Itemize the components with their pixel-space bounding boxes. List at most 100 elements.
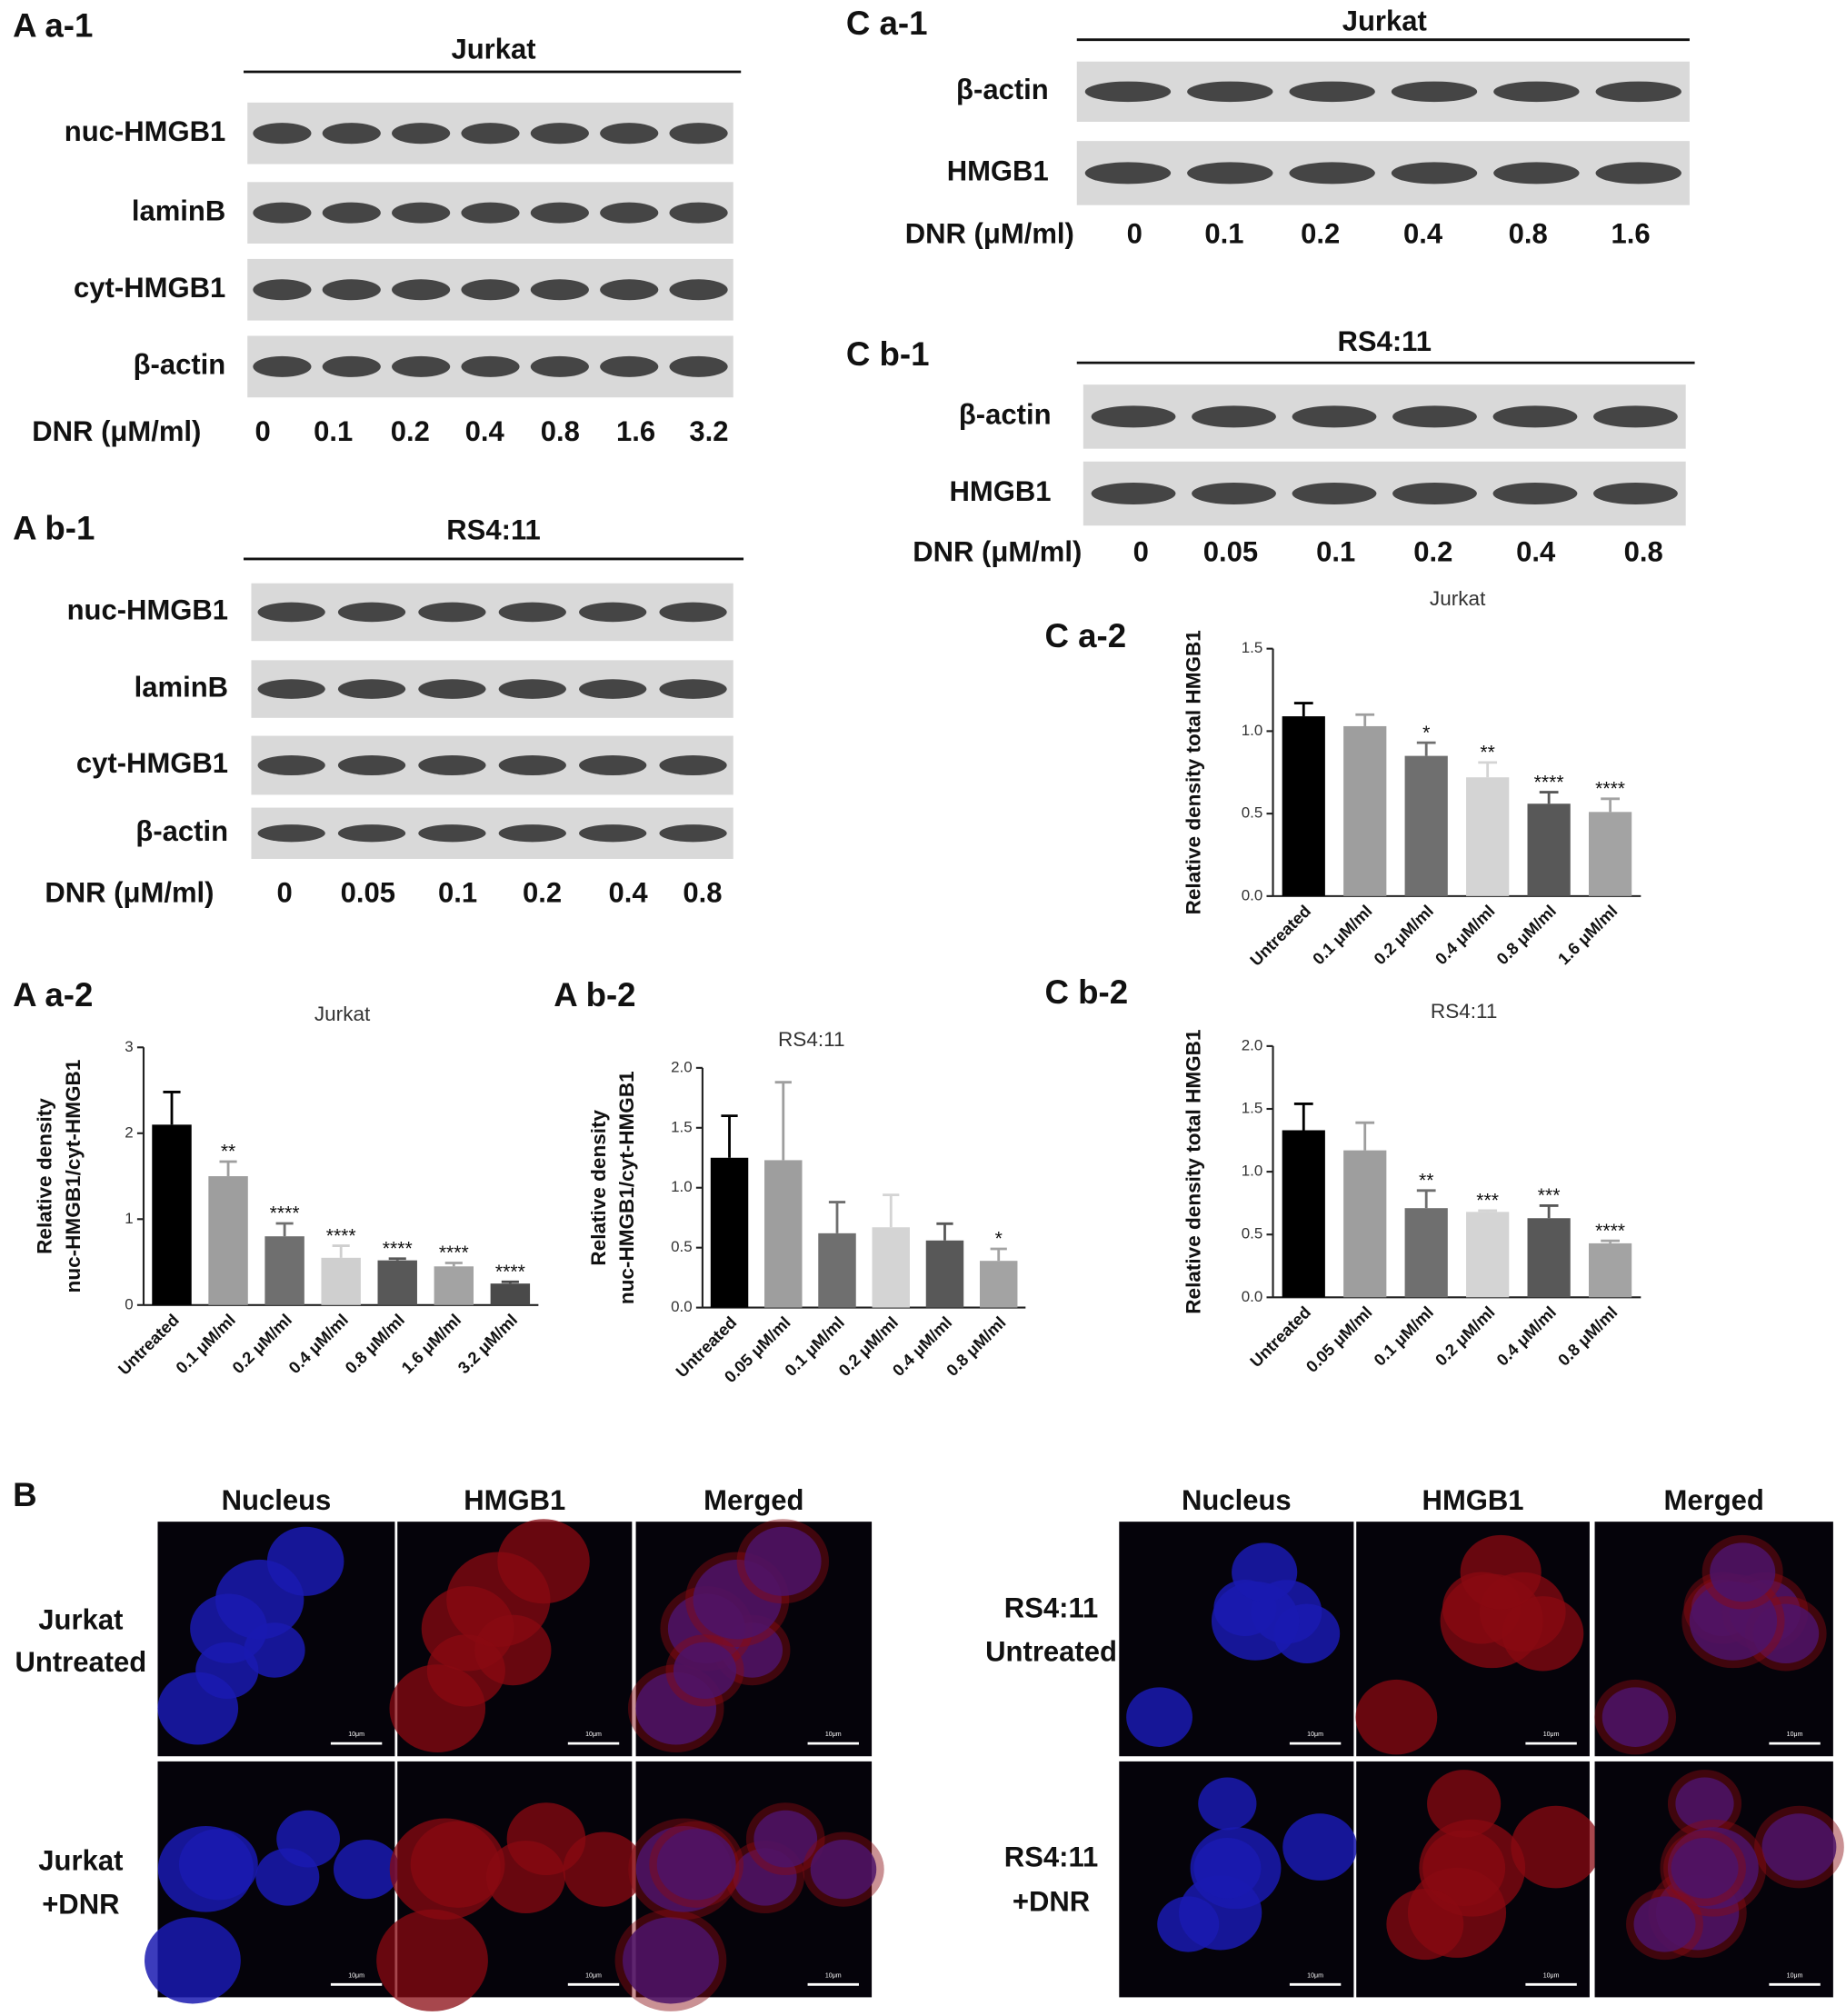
error-bar bbox=[721, 1114, 738, 1158]
row-label: RS4:11 bbox=[1004, 1592, 1098, 1624]
column-heading: Merged bbox=[703, 1484, 803, 1516]
blot-band bbox=[1595, 162, 1681, 185]
dose-value: 0.4 bbox=[609, 877, 649, 909]
bar bbox=[1466, 1212, 1510, 1298]
x-tick-label: 0.2 μM/ml bbox=[1370, 901, 1437, 968]
bar bbox=[979, 1261, 1018, 1308]
error-bar bbox=[774, 1081, 792, 1161]
error-bar bbox=[275, 1222, 294, 1237]
x-tick-label: 0.2 μM/ml bbox=[1432, 1302, 1499, 1370]
blot-band bbox=[418, 679, 486, 699]
cell-line-label: RS4:11 bbox=[446, 514, 540, 546]
hmgb1-signal bbox=[426, 1634, 505, 1707]
dose-value: 0.1 bbox=[1316, 535, 1355, 567]
nucleus bbox=[195, 1642, 259, 1700]
blot-band bbox=[1187, 162, 1273, 185]
bar bbox=[1527, 803, 1571, 896]
significance-label: * bbox=[995, 1229, 1003, 1250]
hmgb1-signal bbox=[376, 1909, 488, 2011]
error-bar bbox=[1478, 1209, 1498, 1213]
blot-band bbox=[530, 202, 589, 224]
dose-value: 0 bbox=[255, 415, 271, 447]
x-tick-label: 0.05 μM/ml bbox=[1302, 1302, 1376, 1376]
blot-band bbox=[1492, 483, 1578, 504]
significance-label: **** bbox=[326, 1225, 356, 1246]
scale-bar-label: 10μm bbox=[348, 1732, 364, 1738]
row-label: Untreated bbox=[15, 1646, 146, 1678]
bar bbox=[872, 1227, 910, 1308]
scale-bar-label: 10μm bbox=[585, 1732, 602, 1738]
y-tick-label: 0.5 bbox=[671, 1238, 693, 1255]
blot-band bbox=[1392, 405, 1477, 428]
scale-bar-label: 10μm bbox=[348, 1972, 364, 1979]
nucleus bbox=[753, 1810, 818, 1868]
y-tick-label: 2.0 bbox=[1242, 1036, 1263, 1053]
error-bar bbox=[1539, 791, 1559, 804]
blot-band bbox=[392, 202, 451, 224]
nucleus bbox=[1193, 1838, 1262, 1899]
blot-band bbox=[392, 123, 451, 145]
blot-band bbox=[1091, 405, 1176, 428]
hmgb1-signal bbox=[1754, 1805, 1844, 1889]
x-tick-label: 0.1 μM/ml bbox=[1370, 1302, 1437, 1370]
error-bar bbox=[990, 1247, 1007, 1262]
x-tick-label: 1.6 μM/ml bbox=[1554, 901, 1621, 968]
y-tick-label: 0.0 bbox=[671, 1298, 693, 1315]
scale-bar-label: 10μm bbox=[825, 1972, 842, 1979]
significance-label: **** bbox=[495, 1262, 525, 1282]
y-axis-label: nuc-HMGB1/cyt-HMGB1 bbox=[615, 1071, 638, 1304]
blot-band bbox=[337, 754, 406, 776]
blot-band bbox=[337, 824, 406, 843]
blot-strip bbox=[1076, 61, 1690, 122]
cell-line-label: Jurkat bbox=[1342, 5, 1427, 37]
y-tick-label: 1.0 bbox=[1242, 1163, 1263, 1180]
blot-band bbox=[1493, 81, 1580, 103]
error-bar bbox=[444, 1262, 463, 1267]
blot-band bbox=[1392, 483, 1477, 504]
dose-value: 0.2 bbox=[391, 415, 430, 447]
blot-band bbox=[669, 202, 728, 224]
column-heading: HMGB1 bbox=[464, 1484, 565, 1516]
blot-band bbox=[392, 279, 451, 301]
scale-bar-label: 10μm bbox=[585, 1972, 602, 1979]
y-tick-label: 0.0 bbox=[1242, 886, 1263, 903]
nucleus bbox=[1689, 1582, 1778, 1661]
hmgb1-signal bbox=[665, 1634, 744, 1707]
panel-label: C b-2 bbox=[1044, 973, 1128, 1011]
nucleus bbox=[1633, 1896, 1696, 1952]
blot-band bbox=[461, 355, 520, 377]
blot-strip bbox=[251, 660, 733, 718]
blot-band bbox=[669, 355, 728, 377]
y-tick-label: 1.5 bbox=[1242, 1099, 1263, 1116]
blot-band bbox=[257, 679, 325, 699]
y-tick-label: 0.0 bbox=[1242, 1288, 1263, 1305]
blot-band bbox=[530, 355, 589, 377]
bar bbox=[1588, 1243, 1632, 1298]
dose-value: 0.8 bbox=[541, 415, 580, 447]
blot-band bbox=[322, 123, 381, 145]
blot-band bbox=[1593, 483, 1678, 504]
hmgb1-signal bbox=[1386, 1888, 1464, 1961]
dose-value: 0.2 bbox=[523, 877, 562, 909]
dose-value: 0.4 bbox=[1516, 535, 1556, 567]
dose-value: 0.05 bbox=[1203, 535, 1258, 567]
hmgb1-signal bbox=[497, 1519, 590, 1604]
blot-band bbox=[337, 602, 406, 623]
nucleus bbox=[1126, 1687, 1192, 1747]
blot-band bbox=[392, 355, 451, 377]
x-tick-label: 0.4 μM/ml bbox=[1432, 901, 1499, 968]
chart-title: RS4:11 bbox=[778, 1028, 845, 1051]
blot-band bbox=[498, 824, 566, 843]
nucleus bbox=[333, 1839, 400, 1900]
panel-label: A a-1 bbox=[13, 7, 93, 45]
significance-label: * bbox=[1422, 723, 1430, 744]
y-tick-label: 0 bbox=[125, 1295, 133, 1312]
scale-bar-label: 10μm bbox=[1543, 1732, 1560, 1738]
scale-bar-label: 10μm bbox=[1307, 1732, 1323, 1738]
bar bbox=[1282, 1130, 1325, 1298]
blot-band bbox=[322, 279, 381, 301]
blot-band bbox=[461, 123, 520, 145]
dose-value: 0.1 bbox=[1204, 218, 1243, 250]
cell-line-label: RS4:11 bbox=[1338, 325, 1432, 357]
error-bar bbox=[1416, 741, 1436, 756]
